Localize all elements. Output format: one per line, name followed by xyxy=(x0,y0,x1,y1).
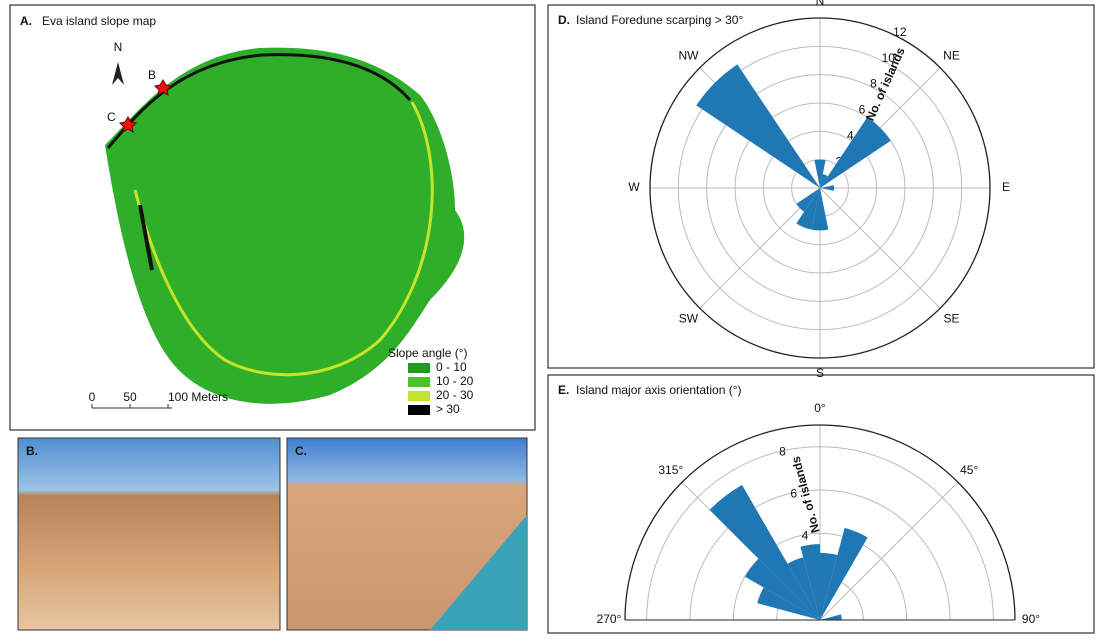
rose-sector xyxy=(814,159,826,188)
y-tick-label: 4 xyxy=(847,128,854,142)
panel-d-frame xyxy=(547,4,1095,369)
legend-label: > 30 xyxy=(436,402,460,416)
panel-letter: B. xyxy=(26,444,38,458)
panel-title: Eva island slope map xyxy=(42,14,156,28)
site-marker xyxy=(153,79,173,97)
rose-sector xyxy=(820,527,868,620)
scarp-line xyxy=(138,204,154,271)
legend-swatch xyxy=(408,405,430,415)
spoke xyxy=(819,481,959,621)
rose-sector xyxy=(796,188,820,212)
x-tick-label: N xyxy=(816,0,825,8)
rose-sector xyxy=(787,557,820,620)
chart-title: Island major axis orientation (°) xyxy=(576,383,742,397)
x-tick-label: NE xyxy=(943,49,960,63)
scale-label: 100 Meters xyxy=(168,390,228,404)
polar-frame xyxy=(649,17,991,359)
y-tick-label: 6 xyxy=(790,487,797,501)
rose-sector xyxy=(820,552,838,620)
rose-sector xyxy=(820,174,828,188)
rose-sector xyxy=(820,117,891,188)
legend-swatch xyxy=(408,377,430,387)
rose-sector xyxy=(820,614,842,620)
rose-sector xyxy=(800,544,820,620)
north-arrow xyxy=(112,62,124,85)
x-tick-label: W xyxy=(628,180,640,194)
legend-label: 0 - 10 xyxy=(436,360,467,374)
legend-title: Slope angle (°) xyxy=(388,346,468,360)
rose-sector xyxy=(796,188,820,230)
chart-title: Island Foredune scarping > 30° xyxy=(576,13,743,27)
legend-swatch xyxy=(408,391,430,401)
x-tick-label: 45° xyxy=(960,463,978,477)
x-tick-label: 315° xyxy=(658,463,683,477)
rose-sector xyxy=(811,188,829,231)
site-label: C xyxy=(107,110,116,124)
y-tick-label: 8 xyxy=(779,445,786,459)
rose-sector xyxy=(820,185,835,191)
rose-sector xyxy=(709,484,820,620)
photo-sea xyxy=(430,515,527,630)
x-tick-label: SW xyxy=(679,312,699,326)
x-tick-label: NW xyxy=(678,49,699,63)
island-map xyxy=(105,47,465,404)
scale-labels: 0 50 100 Meters xyxy=(89,390,228,404)
x-tick-label: SE xyxy=(944,312,960,326)
polar-frame xyxy=(624,424,1016,621)
panel-letter: A. xyxy=(20,14,32,28)
rose-sector xyxy=(744,558,820,620)
legend-swatch xyxy=(408,363,430,373)
scale-label: 0 xyxy=(89,390,96,404)
legend-label: 10 - 20 xyxy=(436,374,474,388)
y-tick-label: 12 xyxy=(893,25,907,39)
x-tick-label: S xyxy=(816,366,824,380)
y-tick-label: 4 xyxy=(802,528,809,542)
x-tick-label: 90° xyxy=(1022,612,1040,626)
rose-sector xyxy=(696,64,820,188)
panel-letter: C. xyxy=(295,444,307,458)
rose-sector xyxy=(757,587,820,620)
panel-letter: D. xyxy=(558,13,570,27)
panel-a-frame xyxy=(9,4,536,431)
site-marker xyxy=(118,116,138,134)
site-label: B xyxy=(148,68,156,82)
x-tick-label: E xyxy=(1002,180,1010,194)
panel-e-frame xyxy=(547,374,1095,634)
photo-b xyxy=(17,437,281,631)
y-tick-label: 8 xyxy=(870,77,877,91)
y-tick-label: 10 xyxy=(882,51,896,65)
spoke xyxy=(819,187,941,309)
legend-label: 20 - 30 xyxy=(436,388,474,402)
scarp-line xyxy=(106,53,412,149)
y-tick-label: 6 xyxy=(859,103,866,117)
x-tick-label: 0° xyxy=(814,401,826,415)
slope-rim xyxy=(133,101,434,377)
panel-letter: E. xyxy=(558,383,569,397)
scale-label: 50 xyxy=(123,390,137,404)
north-label: N xyxy=(114,40,123,54)
x-tick-label: 270° xyxy=(597,612,622,626)
